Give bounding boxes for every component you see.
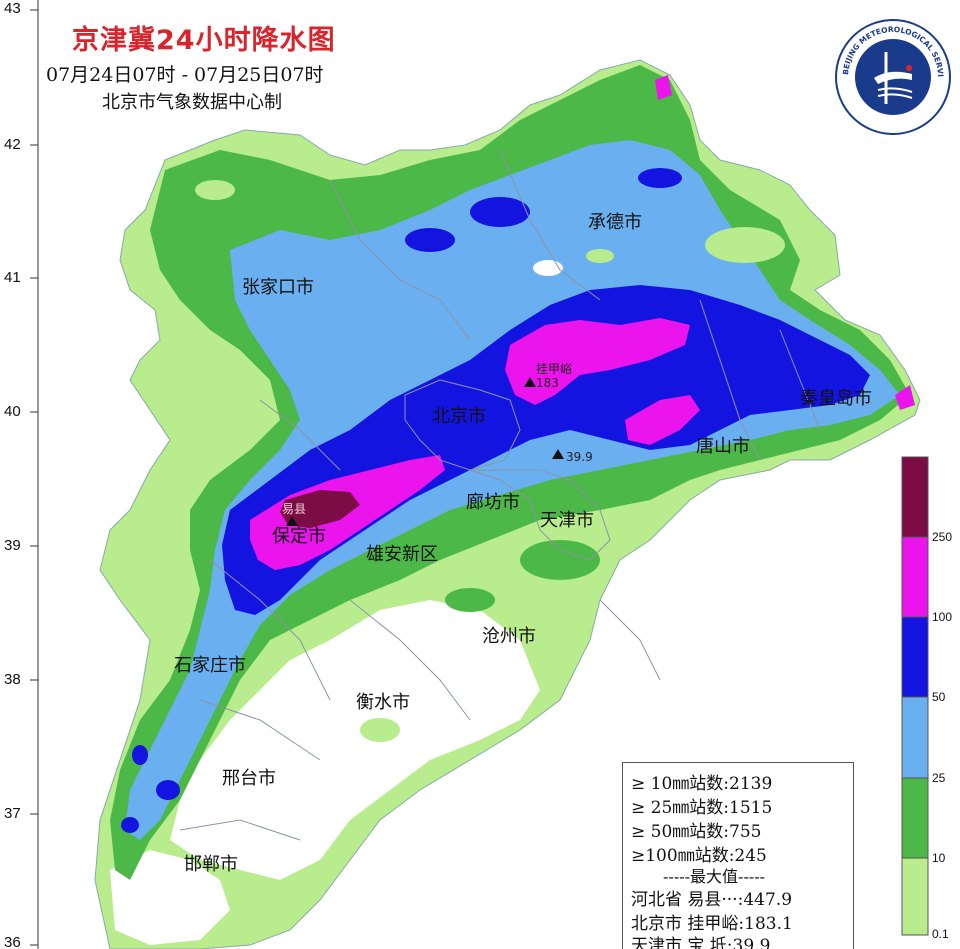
city-label-shijiazhuang: 石家庄市 (174, 655, 246, 676)
max-line-beijing: 北京市 挂甲峪:183.1 (631, 914, 793, 934)
producer-label: 北京市气象数据中心制 (102, 92, 282, 113)
legend-label-0-1: 0.1 (932, 927, 949, 941)
city-label-tianjin: 天津市 (540, 510, 594, 531)
city-label-beijing: 北京市 (432, 406, 486, 427)
legend-label-10: 10 (932, 851, 946, 865)
legend-label-25: 25 (932, 771, 946, 785)
city-label-qinhuangdao: 秦皇岛市 (800, 388, 872, 409)
max-value-header: -----最大值----- (663, 867, 766, 886)
band-100-chengde (655, 75, 672, 100)
lat-ticks (30, 9, 38, 946)
station-marker-bao (552, 449, 564, 459)
station-value-guajialing: 183 (536, 376, 559, 390)
stat-line-50mm: ≥ 50㎜站数:755 (631, 822, 762, 842)
city-label-xingtai: 邢台市 (222, 768, 276, 789)
station-name-guajialing: 挂甲峪 (536, 362, 573, 376)
city-label-tangshan: 唐山市 (696, 436, 750, 457)
city-label-xiongan: 雄安新区 (366, 544, 438, 565)
colorbar (901, 456, 929, 936)
legend-label-50: 50 (932, 690, 946, 704)
stat-line-100mm: ≥100㎜站数:245 (631, 846, 767, 866)
stat-line-25mm: ≥ 25㎜站数:1515 (631, 798, 773, 818)
max-line-hebei: 河北省 易县···:447.9 (631, 890, 793, 910)
time-period: 07月24日07时 - 07月25日07时 (46, 64, 324, 86)
lat-label-39: 39 (4, 537, 21, 554)
city-label-baoding: 保定市 (272, 526, 326, 547)
dry-patch-east (600, 530, 830, 720)
dry-patch-south (170, 600, 540, 880)
city-label-cangzhou: 沧州市 (482, 626, 536, 647)
station-name-yixian: 易县 (282, 502, 307, 516)
station-marker-guajialing (524, 377, 536, 387)
legend-label-250: 250 (932, 530, 953, 544)
lat-label-38: 38 (4, 671, 21, 688)
map-title: 京津冀24小时降水图 (72, 25, 336, 56)
station-stats-box: ≥ 10㎜站数:2139 ≥ 25㎜站数:1515 ≥ 50㎜站数:755 ≥1… (622, 762, 854, 949)
band-250 (280, 490, 360, 528)
meteorological-service-emblem-icon: BEIJING METEOROLOGICAL SERVICE (834, 18, 951, 135)
band-50 (222, 285, 870, 615)
boundaries (179, 149, 821, 841)
lat-label-41: 41 (4, 269, 21, 286)
city-label-langfang: 廊坊市 (466, 492, 520, 513)
band-100-qhd (895, 385, 915, 410)
scatter-blobs (121, 168, 785, 833)
dry-patch-southwest (110, 850, 230, 945)
legend-label-100: 100 (932, 610, 953, 624)
lat-label-43: 43 (4, 0, 21, 17)
lat-label-36: 36 (4, 934, 21, 949)
city-label-handan: 邯郸市 (184, 854, 238, 875)
city-label-chengde: 承德市 (588, 212, 642, 233)
lat-label-42: 42 (4, 136, 21, 153)
band-100-east (625, 395, 700, 445)
band-100-north (505, 318, 690, 405)
lat-label-37: 37 (4, 805, 21, 822)
city-label-hengshui: 衡水市 (356, 692, 410, 713)
stat-line-10mm: ≥ 10㎜站数:2139 (631, 774, 773, 794)
max-line-tianjin: 天津市 宝 坻:39.9 (631, 936, 771, 949)
lat-label-40: 40 (4, 403, 21, 420)
city-label-zhangjiakou: 张家口市 (242, 277, 314, 298)
station-value-bao: 39.9 (566, 450, 593, 464)
station-marker-yixian (286, 516, 298, 526)
